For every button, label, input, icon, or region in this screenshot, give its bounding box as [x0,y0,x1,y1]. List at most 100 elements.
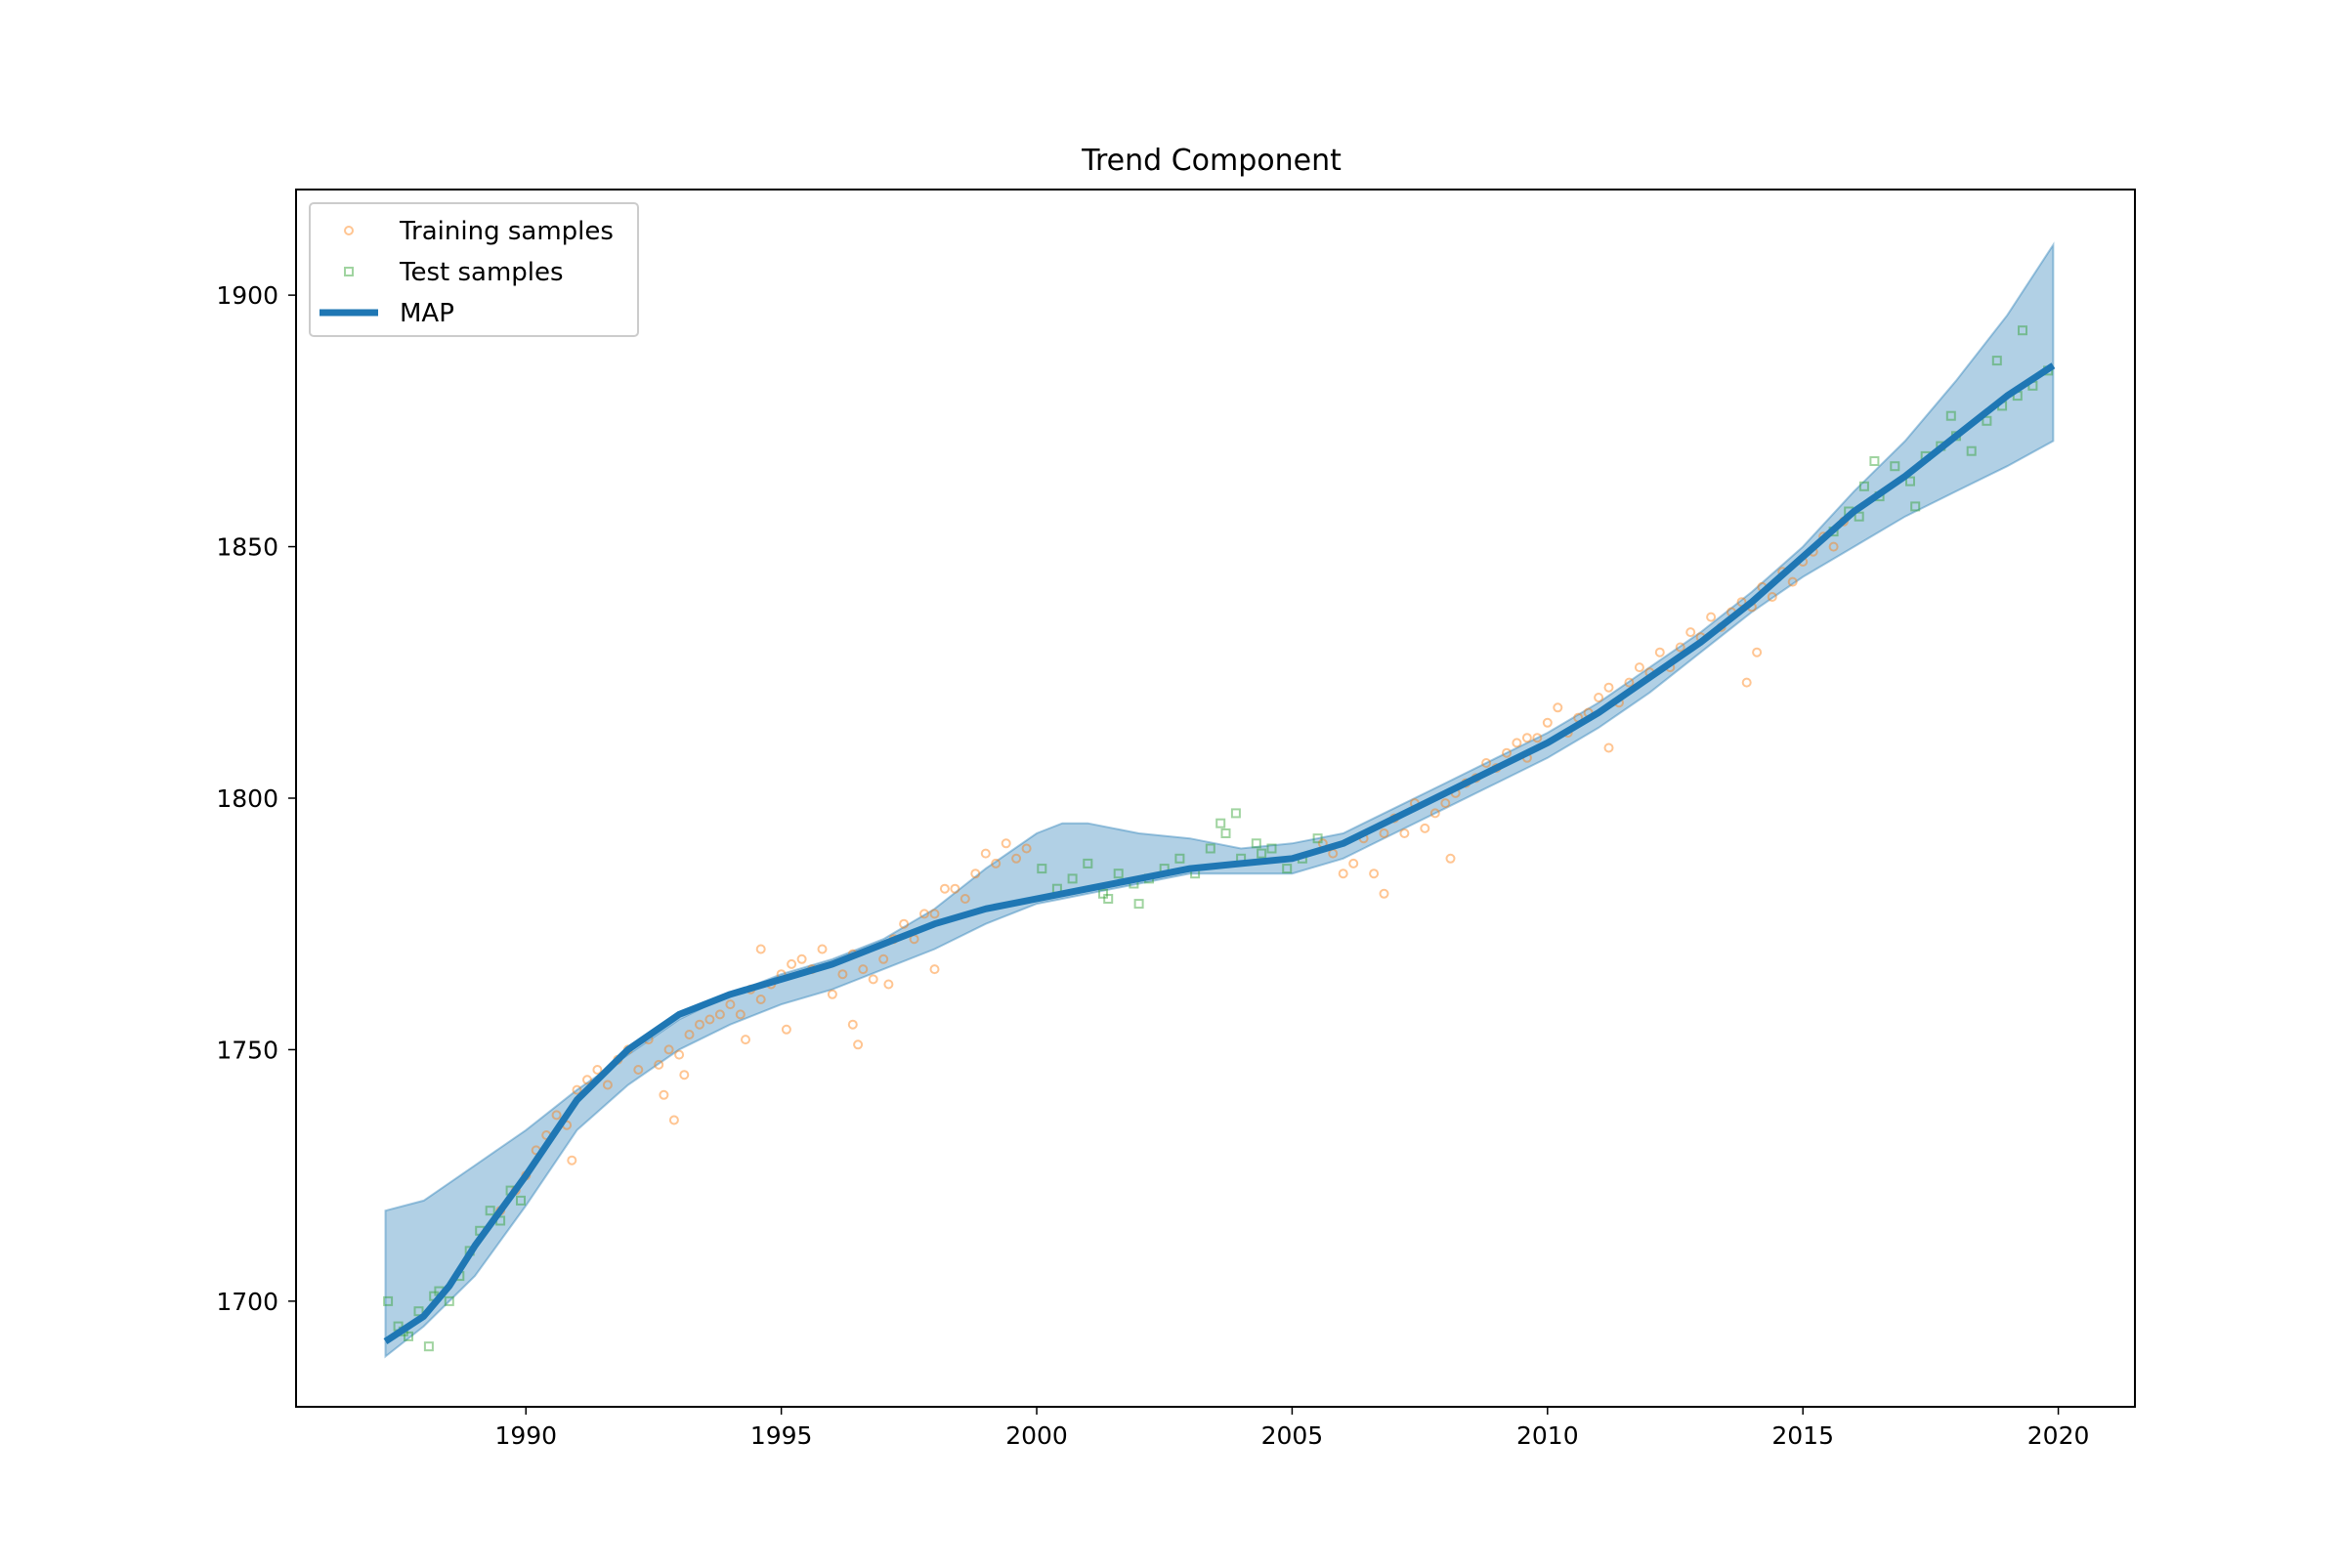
test-sample-point [2018,325,2027,336]
training-sample-point [837,969,848,980]
training-sample-point [1440,798,1451,809]
test-sample-point [1869,456,1880,466]
test-sample-point [1205,843,1215,854]
training-sample-point [1512,738,1522,748]
training-sample-point [659,1089,669,1100]
training-sample-point [567,1155,577,1165]
training-sample-point [1553,702,1563,713]
training-sample-point [704,1014,715,1025]
training-sample-point [1828,541,1839,552]
training-sample-point [991,858,1002,869]
training-sample-point [1348,858,1359,869]
training-sample-point [1021,843,1032,854]
training-sample-point [1338,869,1348,879]
chart-title: Trend Component [1081,144,1342,178]
y-tick-label: 1800 [216,784,278,813]
training-sample-point [1675,642,1685,653]
test-sample-point [1312,833,1323,844]
training-sample-point [582,1075,592,1085]
y-tick-label: 1700 [216,1288,278,1316]
training-sample-point [633,1065,644,1075]
training-sample-point [868,974,878,985]
x-tick-label: 2005 [1261,1421,1324,1450]
test-sample-point [1945,410,1956,421]
training-sample-point [929,909,940,919]
map-line-layer [383,362,2056,1345]
training-sample-point [939,883,950,894]
test-sample-point [404,1331,413,1341]
test-sample-point [1067,873,1078,884]
training-sample-point [1767,592,1777,602]
training-sample-point [1542,717,1553,728]
x-tick-label: 2015 [1771,1421,1834,1450]
training-sample-point [899,918,910,929]
training-sample-point [1532,733,1543,743]
test-sample-point [444,1295,454,1306]
test-sample-point [1966,445,1977,456]
test-sample-point [1133,899,1144,910]
training-sample-point [725,999,736,1010]
training-sample-point [1521,733,1532,743]
legend-circle-marker [344,226,354,235]
legend: Training samples Test samples MAP [309,202,639,337]
training-sample-point [1379,888,1389,899]
training-sample-point [1369,869,1380,879]
training-sample-point [1603,742,1614,753]
training-sample-point [679,1070,690,1081]
training-sample-point [1685,627,1696,638]
test-sample-point [423,1341,434,1352]
training-sample-point [1001,838,1011,849]
test-sample-point [1266,843,1277,854]
test-sample-point [1220,828,1231,838]
map-line [383,362,2056,1345]
training-sample-point [1741,677,1752,688]
training-sample-point [847,1019,858,1030]
uncertainty-band-layer [384,241,2055,1359]
test-sample-point [1174,853,1185,864]
test-sample-point [485,1206,495,1216]
test-sample-point [1854,511,1864,522]
test-sample-point [1910,501,1921,512]
legend-label: Test samples [399,258,564,287]
training-sample-point [663,1044,674,1055]
training-sample-point [1481,758,1492,768]
test-sample-point [383,1295,394,1306]
x-tick-label: 2000 [1005,1421,1068,1450]
training-sample-point [1399,828,1410,838]
training-sample-point [668,1115,679,1125]
test-sample-point [413,1306,424,1317]
test-sample-point [1083,858,1093,869]
training-sample-point [1654,647,1665,657]
training-sample-point [853,1039,864,1050]
test-sample-point [1251,838,1261,849]
training-sample-point [755,944,766,954]
legend-label: MAP [400,299,454,328]
training-sample-point [883,979,894,990]
training-sample-point [970,869,981,879]
training-sample-point [1502,747,1512,758]
training-sample-point [787,958,797,969]
x-tick-label: 1995 [750,1421,813,1450]
test-sample-point [1230,808,1241,819]
training-sample-point [1787,576,1798,587]
training-sample-point [572,1084,582,1095]
legend-label: Training samples [399,217,614,246]
x-tick-label: 2020 [2027,1421,2090,1450]
training-sample-point [1420,823,1430,833]
training-sample-point [755,995,766,1004]
training-sample-point [919,909,929,919]
test-sample-point [1905,476,1915,487]
training-sample-point [827,989,837,999]
training-sample-point [1603,682,1614,693]
training-sample-point [551,1110,562,1121]
training-sample-point [714,1009,725,1020]
test-sample-point [1982,415,1992,426]
training-sample-point [1011,853,1022,864]
y-tick-label: 1850 [216,533,278,562]
legend-box [309,202,639,337]
test-sample-point [1103,894,1114,904]
training-sample-point [602,1080,613,1090]
training-sample-point [1594,693,1604,702]
